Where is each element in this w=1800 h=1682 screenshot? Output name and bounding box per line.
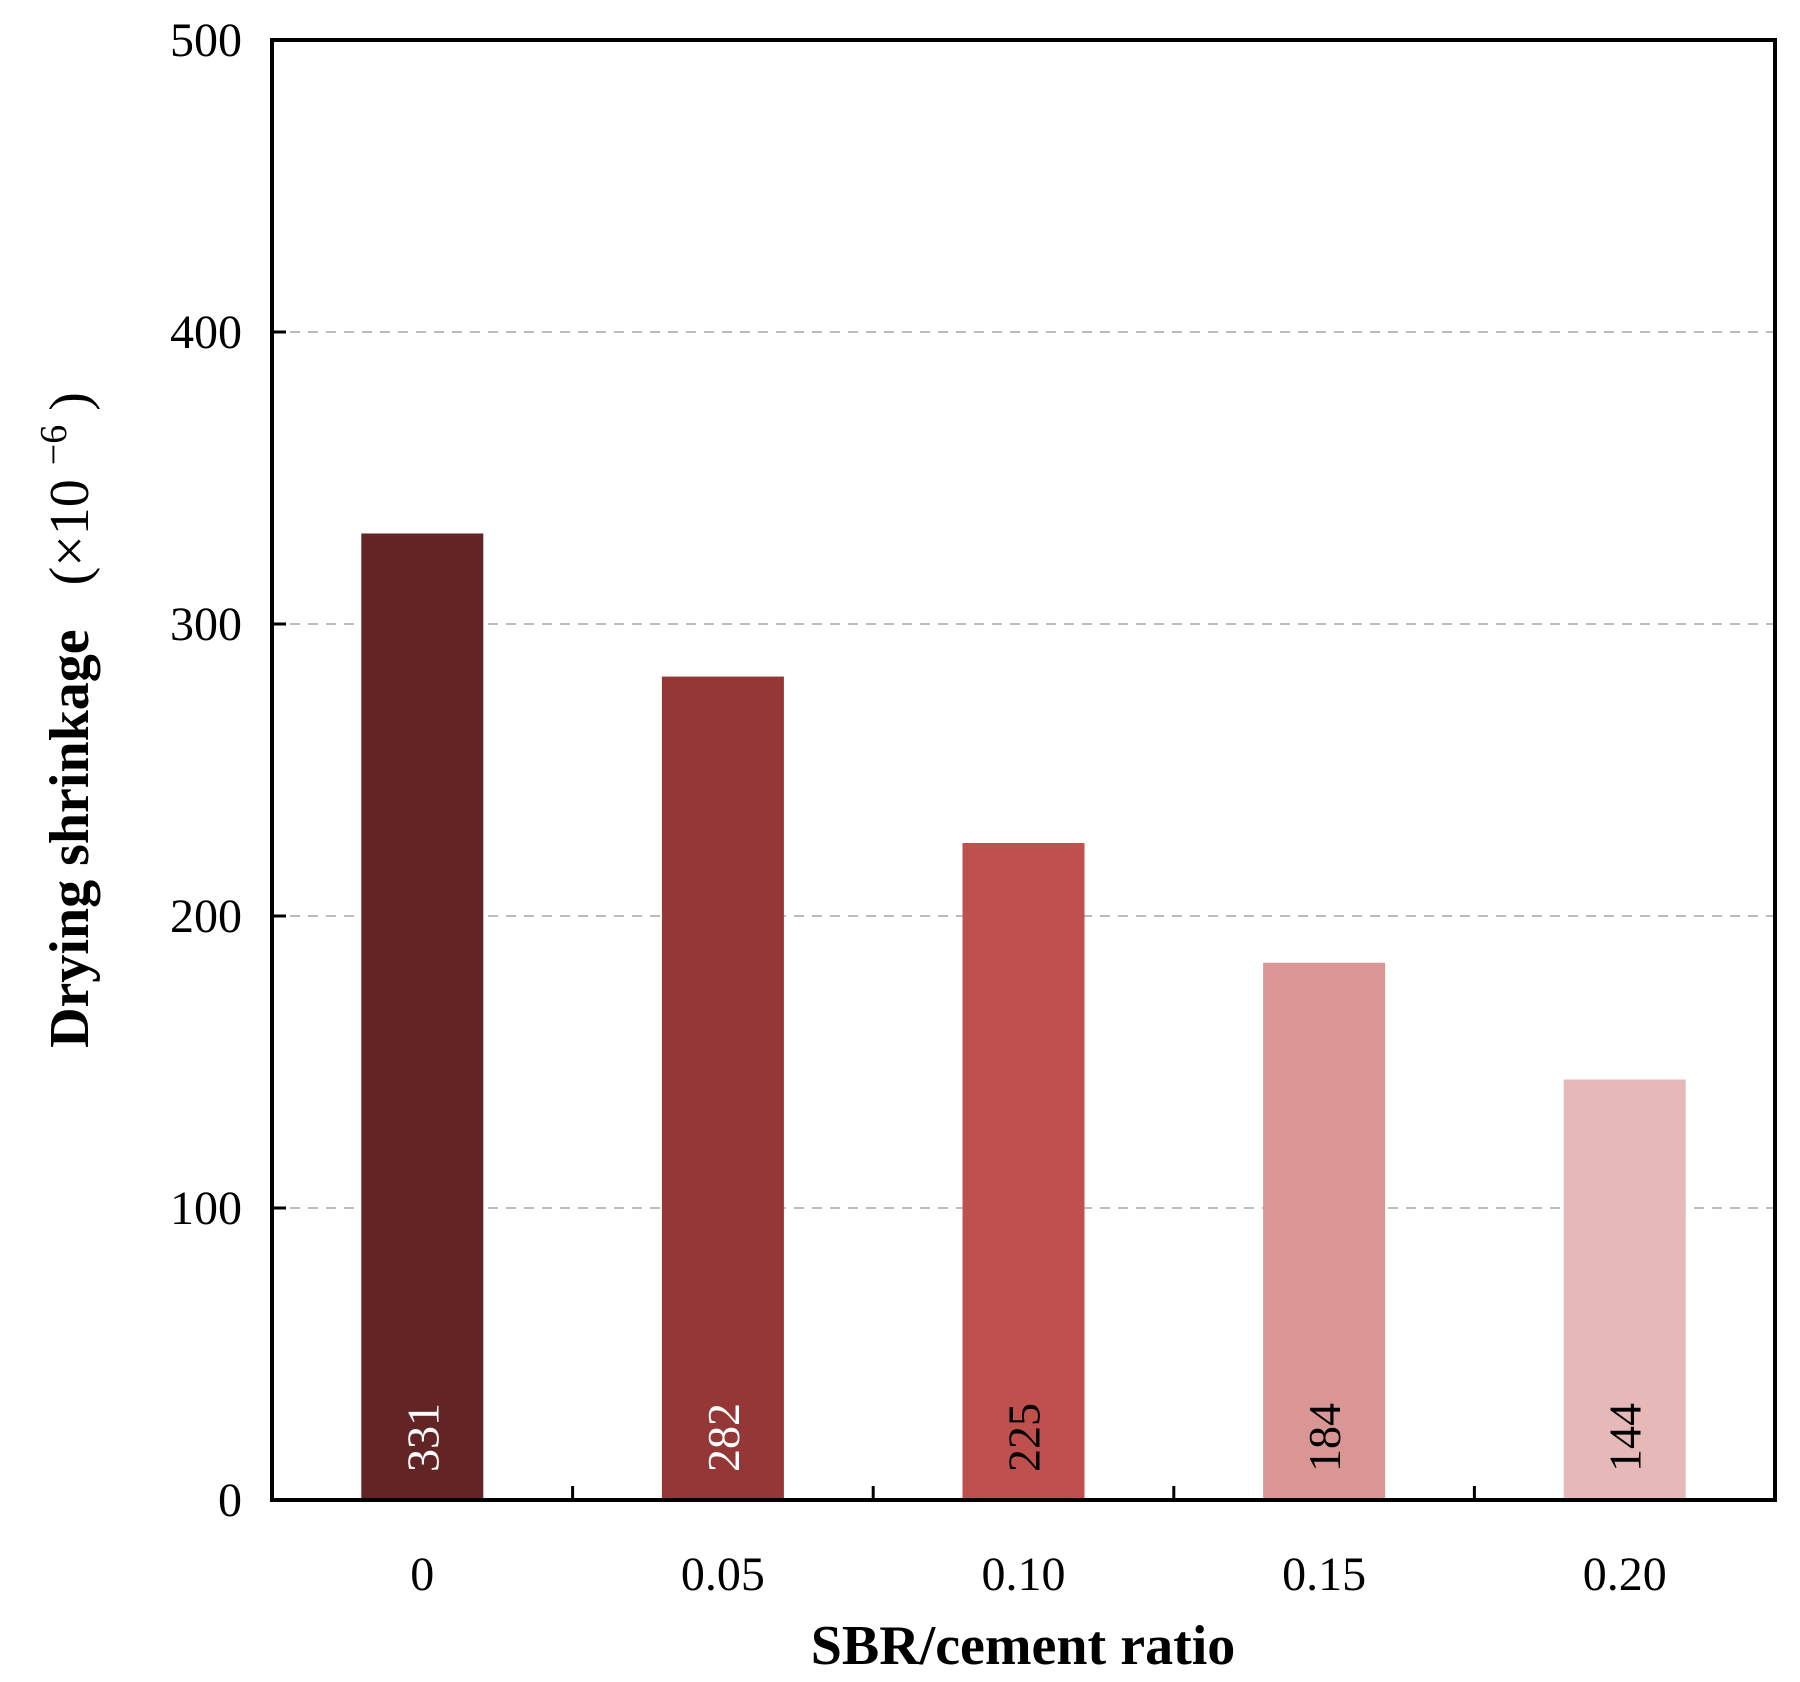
y-axis-unit-suffix: ) (39, 392, 101, 411)
y-tick-label: 0 (218, 1474, 242, 1527)
bar-data-labels: 331 282 225 184 144 (397, 1403, 1650, 1472)
x-tick-label: 0 (410, 1548, 434, 1601)
bar-value-label: 184 (1299, 1403, 1350, 1472)
bar-value-label: 282 (698, 1403, 749, 1472)
x-tick-label: 0.15 (1282, 1548, 1366, 1601)
y-axis-title-text: Drying shrinkage (39, 629, 101, 1048)
bars (361, 533, 1686, 1500)
bar-0.05 (661, 676, 784, 1500)
y-tick-label: 200 (170, 890, 242, 943)
y-tick-label: 100 (170, 1182, 242, 1235)
x-tick-label: 0.20 (1583, 1548, 1667, 1601)
bar-value-label: 225 (999, 1403, 1050, 1472)
plot-frame (270, 38, 1777, 1502)
x-axis-title: SBR/cement ratio (811, 1615, 1236, 1677)
bar-value-label: 331 (397, 1403, 448, 1472)
y-tick-label: 500 (170, 14, 242, 67)
x-tick-labels: 0 0.05 0.10 0.15 0.20 (410, 1548, 1666, 1601)
bar-0.15 (1263, 962, 1386, 1500)
bar-0.20 (1563, 1079, 1686, 1500)
bar-value-label: 144 (1600, 1403, 1651, 1472)
x-tick-label: 0.10 (982, 1548, 1066, 1601)
bar-0.10 (962, 843, 1085, 1500)
y-axis-unit-prefix: (×10 (39, 479, 101, 585)
y-axis-unit-exponent: −6 (33, 425, 75, 465)
x-tick-label: 0.05 (681, 1548, 765, 1601)
y-tick-label: 400 (170, 306, 242, 359)
y-axis-title: Drying shrinkage (×10 −6 ) (17, 392, 101, 1048)
bar-0 (361, 533, 484, 1500)
y-tick-label: 300 (170, 598, 242, 651)
y-tick-labels: 0 100 200 300 400 500 (170, 14, 242, 1527)
